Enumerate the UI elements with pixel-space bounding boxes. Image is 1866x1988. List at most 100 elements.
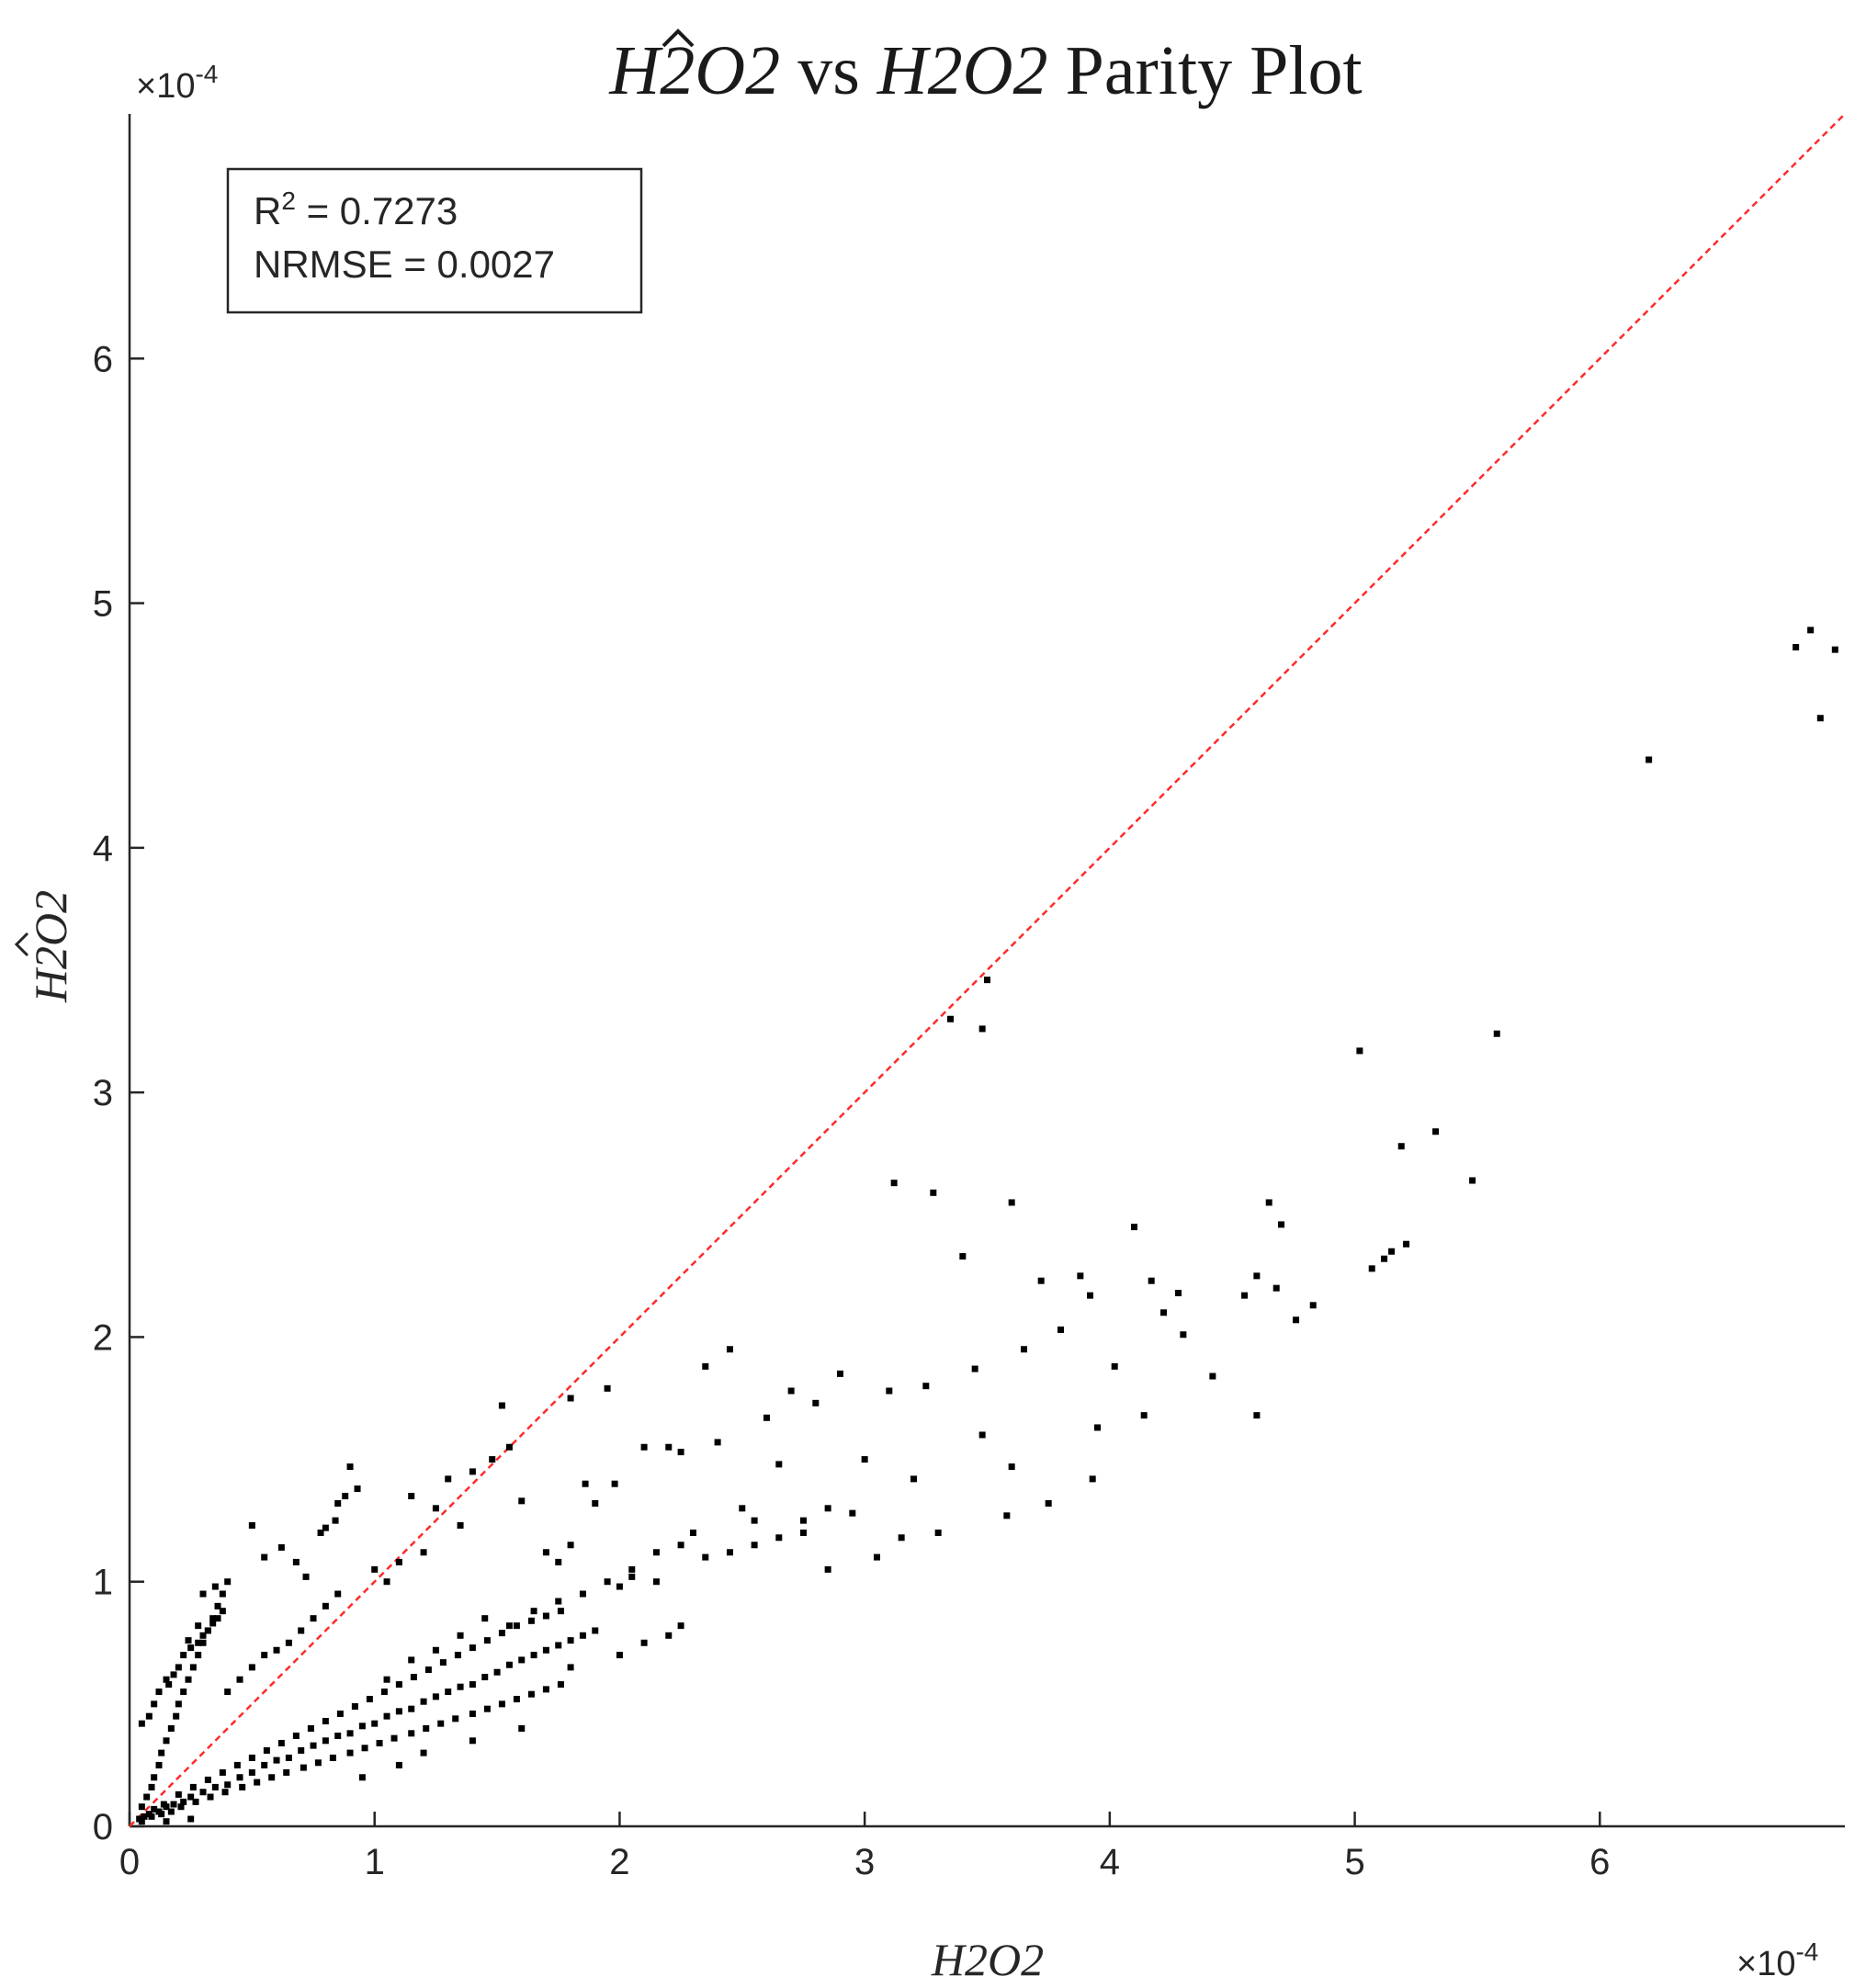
data-point: [469, 1468, 476, 1475]
data-point: [579, 1632, 586, 1639]
data-point: [1140, 1412, 1148, 1419]
r2-text: R2 = 0.7273: [254, 186, 458, 232]
data-point: [1094, 1424, 1102, 1431]
data-point: [408, 1705, 415, 1712]
data-point: [726, 1346, 733, 1353]
data-point: [812, 1399, 820, 1406]
data-point: [652, 1578, 660, 1586]
data-point: [1493, 1030, 1500, 1037]
data-point: [1131, 1224, 1138, 1231]
data-point: [1003, 1512, 1011, 1519]
data-point: [457, 1521, 464, 1529]
title-hat-symbol: H2O2: [608, 32, 780, 109]
data-points: [136, 627, 1838, 1825]
data-point: [677, 1622, 684, 1630]
data-point: [346, 1749, 354, 1756]
data-point: [185, 1676, 192, 1683]
data-point: [354, 1485, 361, 1493]
data-point: [163, 1737, 170, 1745]
data-point: [751, 1542, 758, 1549]
data-point: [175, 1664, 182, 1671]
data-point: [513, 1622, 520, 1630]
y-tick-label: 5: [93, 584, 113, 625]
data-point: [799, 1529, 807, 1536]
data-point: [481, 1674, 489, 1681]
data-point: [148, 1813, 155, 1820]
data-point: [361, 1745, 368, 1752]
data-point: [604, 1578, 611, 1586]
data-point: [978, 1431, 986, 1439]
data-point: [1309, 1302, 1317, 1309]
data-point: [1111, 1362, 1118, 1370]
data-point: [383, 1676, 390, 1683]
data-point: [219, 1590, 226, 1598]
data-point: [395, 1708, 402, 1715]
data-point: [165, 1681, 173, 1689]
data-point: [239, 1783, 246, 1790]
data-point: [199, 1789, 207, 1796]
data-point: [751, 1517, 758, 1524]
data-point: [1077, 1272, 1084, 1280]
data-point: [628, 1565, 636, 1573]
data-point: [195, 1639, 202, 1646]
data-point: [454, 1652, 461, 1659]
data-point: [677, 1542, 684, 1549]
data-point: [310, 1615, 317, 1622]
data-point: [189, 1783, 197, 1790]
data-point: [1241, 1292, 1249, 1299]
title-middle: vs: [780, 32, 877, 109]
data-point: [1175, 1289, 1182, 1296]
data-point: [167, 1724, 175, 1732]
data-point: [873, 1553, 880, 1561]
data-point: [1180, 1331, 1187, 1339]
data-point: [358, 1723, 366, 1730]
data-point: [310, 1742, 317, 1749]
data-point: [437, 1720, 445, 1727]
data-point: [180, 1798, 187, 1805]
data-point: [457, 1632, 464, 1639]
data-point: [334, 1732, 342, 1739]
data-point: [518, 1724, 526, 1732]
data-point: [424, 1666, 432, 1674]
data-point: [177, 1803, 185, 1811]
data-point: [959, 1253, 967, 1260]
x-tick-label: 1: [365, 1842, 385, 1882]
data-point: [432, 1646, 439, 1654]
data-point: [334, 1500, 342, 1508]
data-point: [195, 1622, 202, 1630]
data-point: [775, 1534, 783, 1542]
data-point: [376, 1739, 383, 1746]
data-point: [505, 1661, 513, 1668]
data-point: [489, 1456, 496, 1463]
data-point: [254, 1779, 261, 1786]
data-point: [555, 1558, 562, 1565]
data-point: [1469, 1177, 1476, 1184]
data-point: [199, 1632, 207, 1639]
data-point: [498, 1630, 505, 1637]
data-point: [395, 1761, 402, 1768]
stats-annotation: R2 = 0.7273 NRMSE = 0.0027: [226, 167, 643, 314]
data-point: [189, 1664, 197, 1671]
data-point: [555, 1598, 562, 1605]
data-point: [285, 1639, 292, 1646]
data-point: [640, 1443, 648, 1451]
data-point: [180, 1689, 187, 1696]
y-tick-label: 6: [93, 339, 113, 379]
data-point: [567, 1395, 574, 1402]
data-point: [849, 1509, 856, 1517]
data-point: [555, 1642, 562, 1649]
data-point: [233, 1761, 241, 1768]
data-point: [604, 1384, 611, 1392]
data-point: [836, 1370, 843, 1377]
data-point: [702, 1553, 709, 1561]
data-point: [175, 1790, 182, 1798]
data-point: [214, 1615, 221, 1622]
data-point: [1278, 1221, 1285, 1228]
data-point: [861, 1456, 868, 1463]
data-point: [204, 1627, 211, 1634]
data-point: [922, 1383, 930, 1390]
data-point: [371, 1565, 379, 1573]
chart-title: H2O2 vs H2O2 Parity Plot: [608, 32, 1362, 109]
data-point: [219, 1768, 226, 1776]
